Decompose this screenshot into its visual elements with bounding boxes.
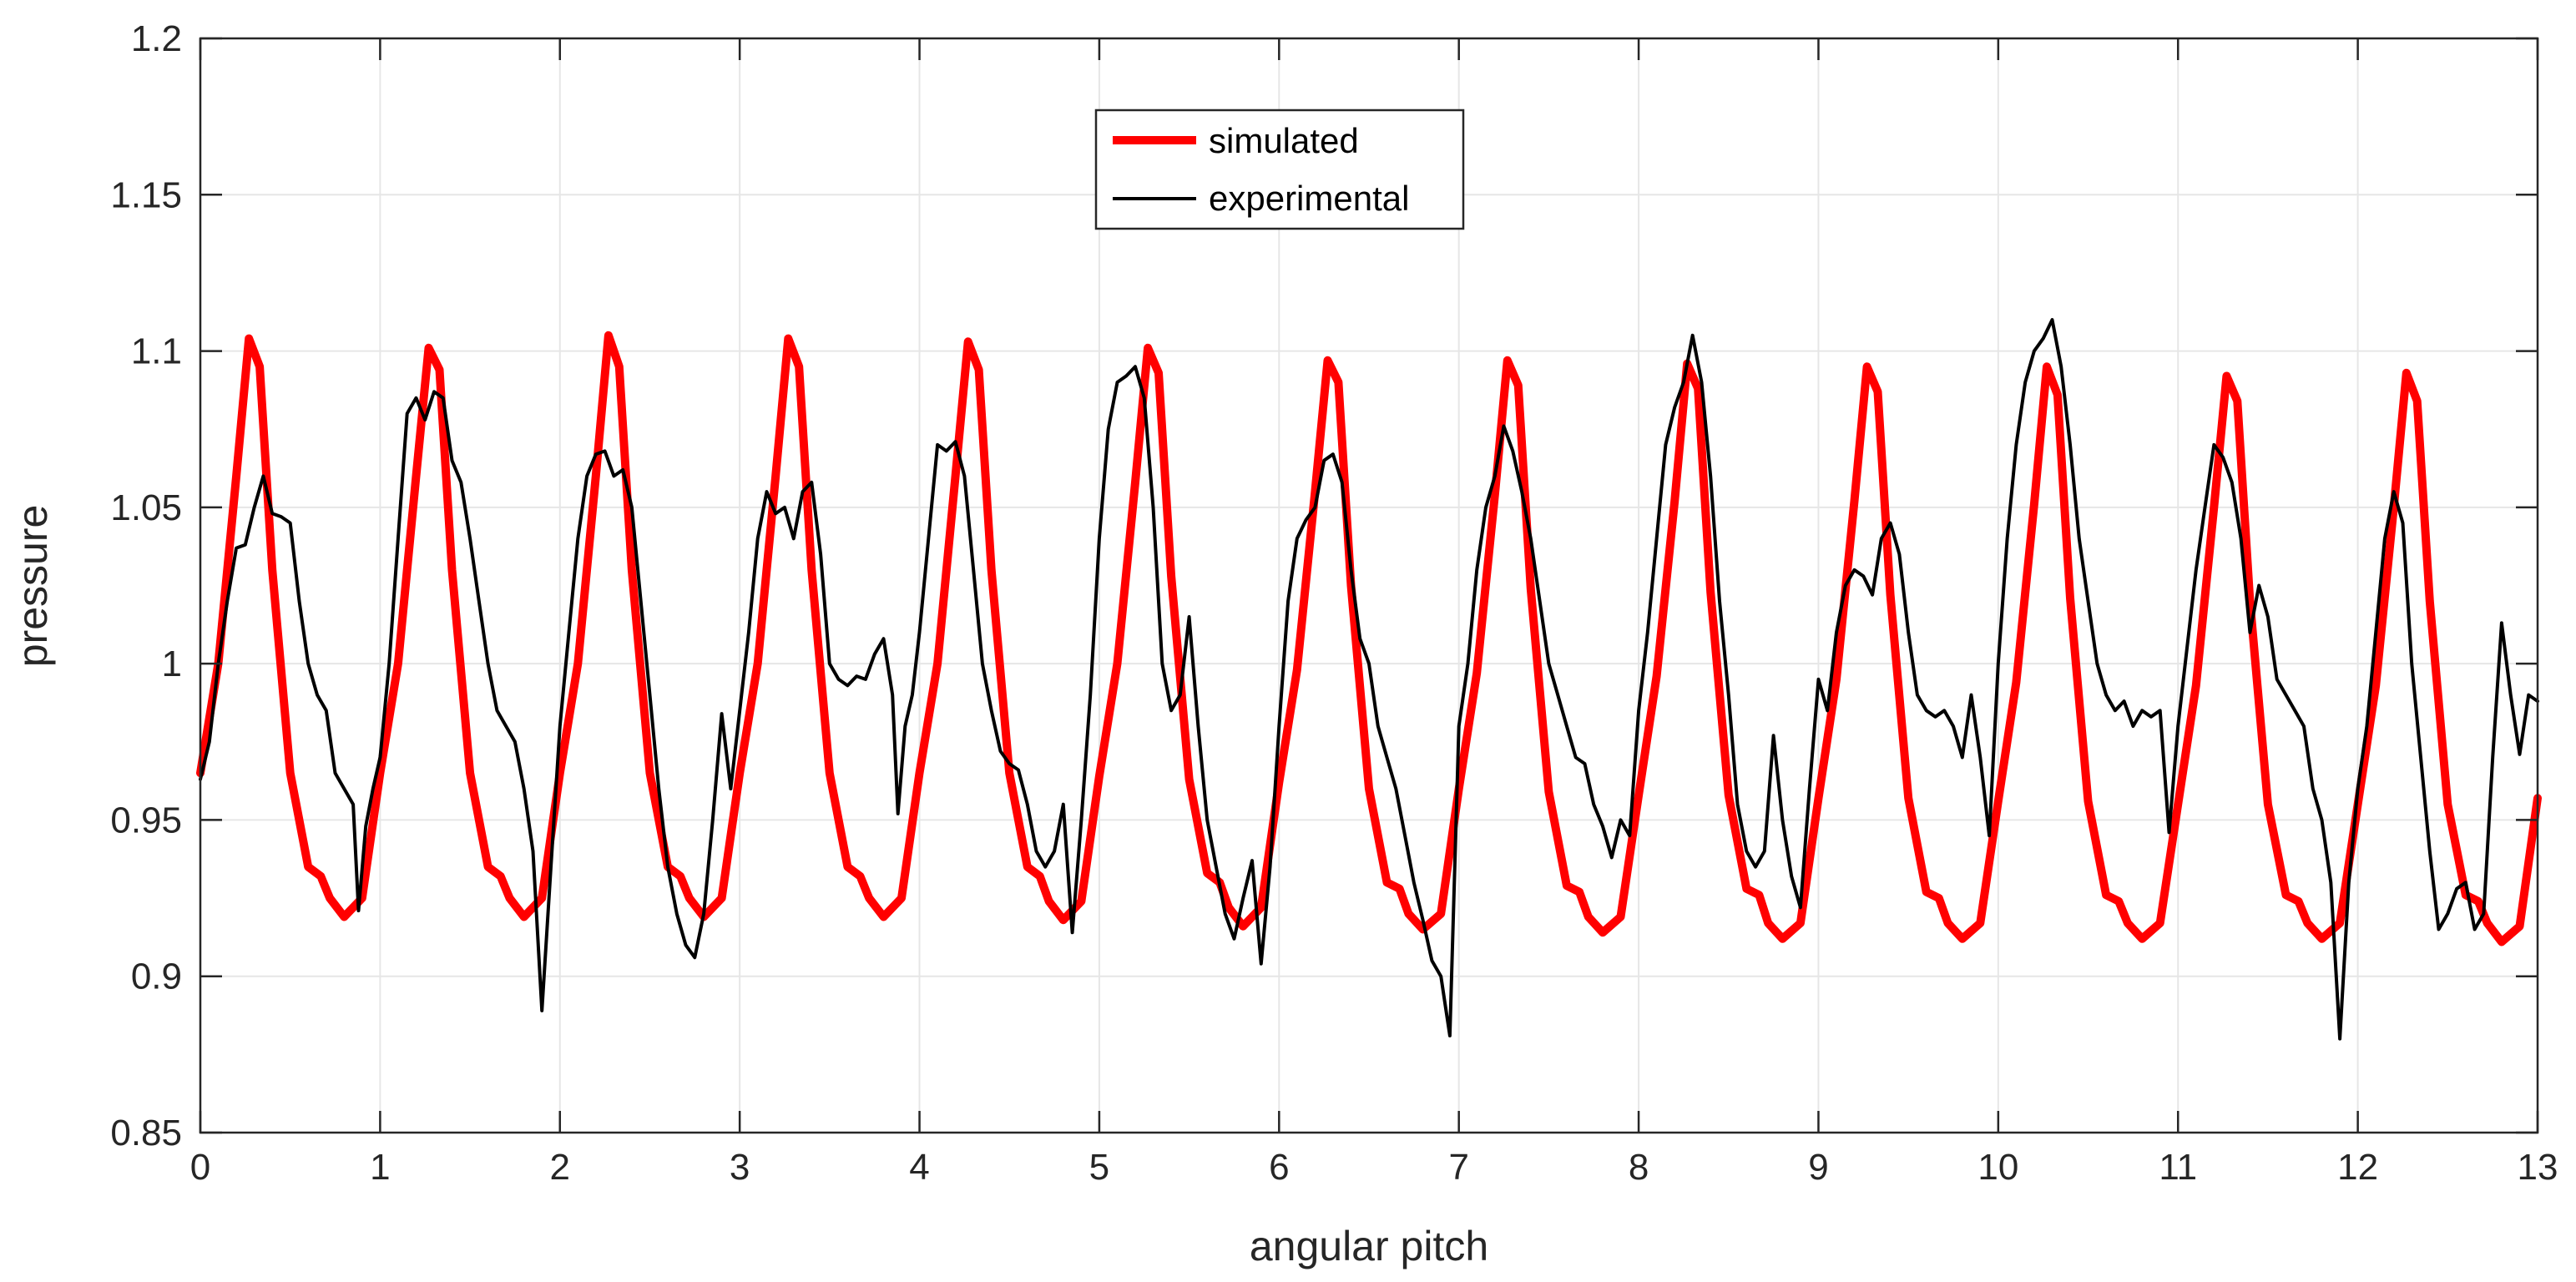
x-tick-label: 0 [190, 1147, 210, 1188]
y-tick-label: 0.9 [131, 956, 182, 997]
legend-label-simulated: simulated [1209, 121, 1359, 160]
x-axis-label: angular pitch [1250, 1223, 1488, 1269]
y-tick-label: 1.05 [110, 487, 182, 528]
x-tick-label: 4 [909, 1147, 929, 1188]
y-tick-label: 1 [162, 644, 182, 684]
y-tick-label: 1.1 [131, 331, 182, 372]
x-tick-labels: 0 1 2 3 4 5 6 7 8 9 10 11 12 13 [190, 1147, 2558, 1188]
series-line-simulated [196, 331, 2542, 946]
x-tick-label: 6 [1269, 1147, 1289, 1188]
x-tick-label: 1 [370, 1147, 390, 1188]
y-tick-labels: 0.85 0.9 0.95 1 1.05 1.1 1.15 1.2 [110, 18, 182, 1153]
x-tick-label: 10 [1977, 1147, 2018, 1188]
y-tick-label: 0.85 [110, 1113, 182, 1153]
y-tick-label: 1.2 [131, 18, 182, 59]
legend-label-experimental: experimental [1209, 179, 1409, 218]
x-tick-label: 11 [2159, 1147, 2197, 1188]
legend: simulated experimental [1094, 109, 1465, 230]
x-tick-label: 3 [730, 1147, 750, 1188]
y-tick-label: 0.95 [110, 800, 182, 840]
x-tick-label: 7 [1448, 1147, 1468, 1188]
x-tick-label: 2 [550, 1147, 570, 1188]
x-tick-label: 13 [2518, 1147, 2558, 1188]
y-tick-label: 1.15 [110, 174, 182, 215]
x-tick-label: 12 [2337, 1147, 2378, 1188]
legend-box [1094, 109, 1465, 230]
x-tick-label: 9 [1808, 1147, 1828, 1188]
series-group [196, 318, 2542, 1041]
x-tick-label: 8 [1629, 1147, 1649, 1188]
axes-box [199, 37, 2539, 1134]
x-tick-label: 5 [1089, 1147, 1109, 1188]
series-line-experimental [199, 318, 2539, 1041]
y-axis-label: pressure [9, 505, 56, 668]
ticks [199, 37, 2539, 1134]
